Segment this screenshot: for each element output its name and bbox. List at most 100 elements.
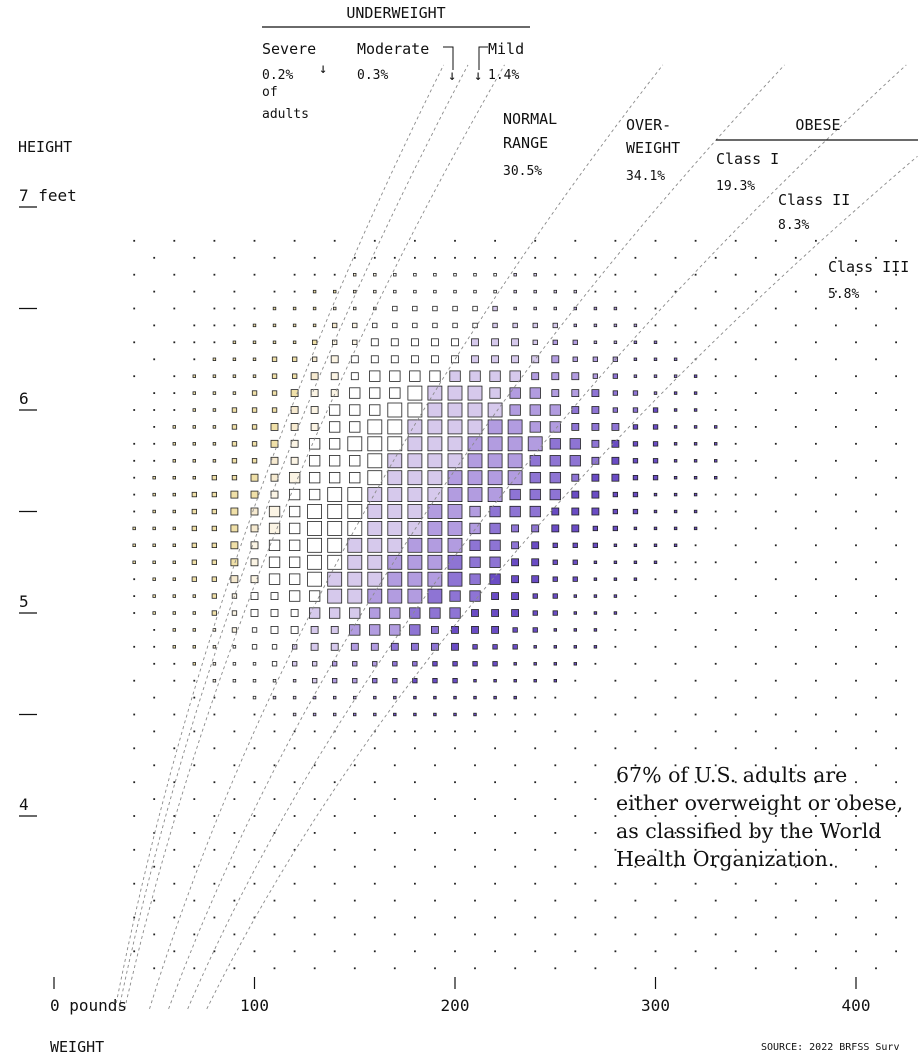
square-mark [429, 370, 441, 382]
dot-mark [554, 967, 557, 970]
square-mark [407, 436, 423, 452]
square-mark [469, 522, 481, 535]
dot-mark [734, 239, 737, 242]
square-mark [410, 338, 419, 347]
square-mark [292, 679, 297, 683]
square-mark [152, 560, 156, 564]
dot-mark [734, 781, 737, 784]
dot-mark [514, 832, 517, 834]
square-mark [268, 556, 281, 568]
square-mark [467, 436, 483, 452]
square-mark [512, 644, 518, 650]
square-mark [412, 678, 418, 684]
dot-mark [293, 882, 296, 885]
square-mark [212, 425, 217, 429]
dot-mark [554, 273, 557, 276]
dot-mark [875, 290, 877, 293]
dot-mark [895, 442, 897, 445]
square-mark [347, 436, 363, 452]
square-mark [571, 372, 580, 381]
square-mark [307, 504, 323, 519]
square-mark [591, 507, 600, 516]
square-mark [310, 422, 319, 431]
square-mark [693, 526, 698, 531]
square-mark [491, 609, 500, 617]
square-mark [469, 590, 481, 602]
dot-mark [313, 730, 316, 733]
square-mark [251, 441, 258, 447]
dot-mark [734, 307, 737, 310]
dot-mark [895, 544, 897, 547]
square-mark [611, 439, 620, 448]
dot-mark [253, 848, 256, 851]
square-mark [653, 357, 658, 361]
dot-mark [253, 713, 256, 716]
square-mark [509, 488, 521, 501]
square-mark [250, 609, 259, 617]
dot-mark [253, 882, 256, 885]
dot-mark [694, 341, 697, 344]
square-mark [192, 391, 196, 395]
square-mark [232, 374, 237, 378]
square-mark [390, 338, 399, 347]
square-mark [230, 575, 239, 584]
dot-mark [835, 290, 837, 293]
bmi-curve-17 [118, 64, 469, 1009]
annotation-line-2: either overweight or obese, [616, 791, 903, 815]
dot-mark [273, 256, 276, 259]
square-mark [290, 626, 299, 634]
dot-mark [674, 764, 677, 767]
square-mark [347, 571, 363, 587]
square-mark [192, 662, 196, 666]
dot-mark [153, 392, 156, 394]
square-mark [632, 407, 639, 413]
square-mark [452, 305, 458, 312]
dot-mark [754, 290, 757, 293]
dot-mark [133, 273, 136, 276]
square-mark [211, 576, 218, 582]
dot-mark [875, 764, 877, 767]
square-mark [551, 507, 560, 516]
square-mark [493, 289, 497, 294]
dot-mark [875, 865, 877, 868]
dot-mark [273, 290, 276, 293]
dot-mark [674, 595, 677, 597]
square-mark [493, 679, 497, 683]
square-mark [632, 458, 639, 464]
dot-mark [674, 629, 677, 631]
dot-mark [173, 273, 176, 276]
square-mark [367, 436, 383, 452]
dot-mark [654, 882, 657, 885]
square-mark [389, 624, 401, 636]
dot-mark [373, 239, 376, 242]
dot-mark [634, 612, 637, 614]
dot-mark [153, 629, 156, 631]
square-mark [350, 642, 359, 651]
square-mark [191, 491, 198, 498]
square-mark [192, 594, 196, 598]
dot-mark [373, 256, 376, 259]
dot-mark [353, 256, 356, 259]
severe-arrow: ↓ [319, 61, 327, 77]
dot-mark [614, 950, 617, 953]
dot-mark [674, 324, 677, 327]
square-mark [330, 642, 339, 651]
dot-mark [293, 747, 296, 750]
dot-mark [654, 950, 657, 953]
square-mark [612, 407, 618, 413]
square-mark [653, 374, 658, 378]
dot-mark [614, 273, 617, 276]
dot-mark [734, 544, 737, 547]
square-mark [308, 488, 321, 501]
dot-mark [133, 815, 136, 817]
square-mark [673, 442, 678, 446]
square-mark [231, 610, 238, 616]
dot-mark [694, 747, 697, 750]
dot-mark [694, 882, 697, 885]
square-mark [633, 357, 638, 361]
square-mark [270, 609, 279, 617]
dot-mark [293, 815, 296, 817]
square-mark [211, 474, 218, 481]
dot-mark [835, 730, 837, 733]
square-mark [308, 471, 321, 484]
